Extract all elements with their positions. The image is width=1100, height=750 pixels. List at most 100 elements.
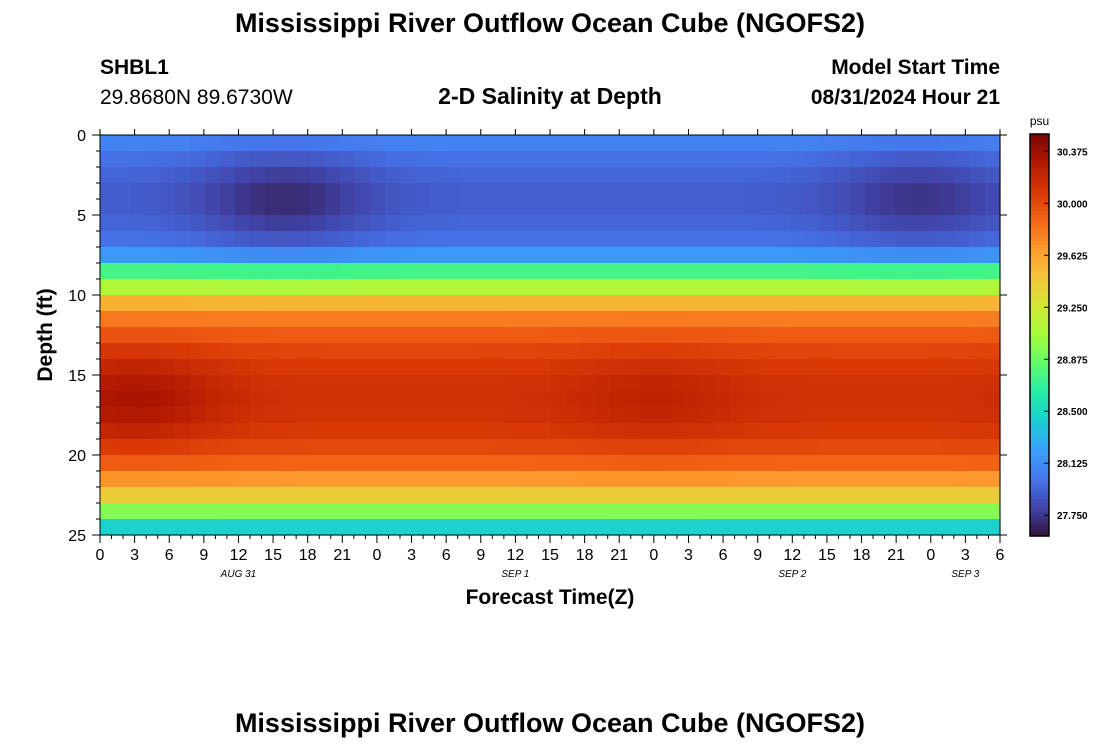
- heatmap-cell: [160, 151, 176, 168]
- heatmap-cell: [535, 503, 551, 520]
- colorbar-tick-label: 28.500: [1057, 407, 1088, 418]
- heatmap-cell: [715, 423, 731, 440]
- heatmap-cell: [730, 471, 746, 488]
- heatmap-cell: [670, 167, 686, 184]
- heatmap-cell: [835, 151, 851, 168]
- heatmap-cell: [760, 503, 776, 520]
- heatmap-cell: [730, 375, 746, 392]
- heatmap-cell: [520, 295, 536, 312]
- heatmap-cell: [490, 295, 506, 312]
- heatmap-cell: [805, 295, 821, 312]
- colorbar-segment: [1030, 378, 1049, 383]
- heatmap-cell: [715, 359, 731, 376]
- heatmap-cell: [595, 279, 611, 296]
- heatmap-cell: [265, 135, 281, 152]
- heatmap-cell: [685, 423, 701, 440]
- heatmap-cell: [115, 231, 131, 248]
- heatmap-cell: [625, 231, 641, 248]
- heatmap-cell: [460, 199, 476, 216]
- colorbar-segment: [1030, 435, 1049, 440]
- heatmap-cell: [535, 167, 551, 184]
- colorbar-segment: [1030, 371, 1049, 376]
- heatmap-cell: [190, 391, 206, 408]
- heatmap-cell: [310, 135, 326, 152]
- heatmap-cell: [100, 151, 116, 168]
- heatmap-cell: [925, 231, 941, 248]
- heatmap-cell: [475, 231, 491, 248]
- heatmap-cell: [445, 487, 461, 504]
- colorbar-segment: [1030, 137, 1049, 142]
- heatmap-cell: [220, 199, 236, 216]
- heatmap-cell: [310, 183, 326, 200]
- heatmap-cell: [955, 183, 971, 200]
- heatmap-cell: [805, 279, 821, 296]
- heatmap-cell: [925, 327, 941, 344]
- heatmap-cell: [460, 279, 476, 296]
- heatmap-cell: [295, 327, 311, 344]
- heatmap-cell: [835, 423, 851, 440]
- heatmap-cell: [355, 471, 371, 488]
- heatmap-cell: [460, 503, 476, 520]
- heatmap-cell: [760, 231, 776, 248]
- heatmap-cell: [985, 327, 1001, 344]
- heatmap-cell: [505, 215, 521, 232]
- heatmap-cell: [160, 279, 176, 296]
- heatmap-cell: [520, 391, 536, 408]
- heatmap-cell: [730, 263, 746, 280]
- x-tick-label: 12: [783, 547, 801, 564]
- heatmap-cell: [385, 359, 401, 376]
- heatmap-cell: [835, 359, 851, 376]
- heatmap-cell: [535, 151, 551, 168]
- heatmap-cell: [535, 375, 551, 392]
- heatmap-cell: [970, 183, 986, 200]
- heatmap-cell: [850, 375, 866, 392]
- x-tick-label: 15: [264, 547, 282, 564]
- heatmap-cell: [745, 503, 761, 520]
- heatmap-cell: [370, 311, 386, 328]
- date-label: SEP 1: [501, 569, 529, 580]
- heatmap-cell: [820, 231, 836, 248]
- heatmap-cell: [205, 231, 221, 248]
- heatmap-cell: [340, 375, 356, 392]
- heatmap-cell: [745, 183, 761, 200]
- heatmap-cell: [775, 135, 791, 152]
- heatmap-cell: [235, 167, 251, 184]
- heatmap-cell: [730, 199, 746, 216]
- heatmap-cell: [520, 503, 536, 520]
- heatmap-cell: [265, 311, 281, 328]
- heatmap-cell: [865, 455, 881, 472]
- heatmap-cell: [460, 407, 476, 424]
- heatmap-cell: [835, 343, 851, 360]
- heatmap-cell: [220, 327, 236, 344]
- heatmap-cell: [895, 327, 911, 344]
- heatmap-cell: [400, 439, 416, 456]
- heatmap-cell: [505, 439, 521, 456]
- heatmap-cell: [115, 519, 131, 536]
- heatmap-cell: [625, 247, 641, 264]
- heatmap-cell: [490, 455, 506, 472]
- heatmap-cell: [790, 183, 806, 200]
- heatmap-cell: [100, 183, 116, 200]
- heatmap-cell: [910, 151, 926, 168]
- heatmap-cell: [805, 199, 821, 216]
- heatmap-cell: [340, 407, 356, 424]
- heatmap-cell: [865, 135, 881, 152]
- colorbar-segment: [1030, 505, 1049, 510]
- heatmap-cell: [775, 503, 791, 520]
- heatmap-cell: [115, 391, 131, 408]
- heatmap-cell: [955, 487, 971, 504]
- heatmap-cell: [520, 487, 536, 504]
- heatmap-cell: [520, 231, 536, 248]
- heatmap-cell: [415, 295, 431, 312]
- heatmap-cell: [880, 407, 896, 424]
- colorbar-segment: [1030, 422, 1049, 427]
- heatmap-cell: [460, 151, 476, 168]
- heatmap-cell: [610, 231, 626, 248]
- heatmap-cell: [730, 343, 746, 360]
- heatmap-cell: [145, 471, 161, 488]
- heatmap-cell: [160, 311, 176, 328]
- heatmap-cell: [565, 519, 581, 536]
- heatmap-cell: [970, 439, 986, 456]
- heatmap-cell: [940, 343, 956, 360]
